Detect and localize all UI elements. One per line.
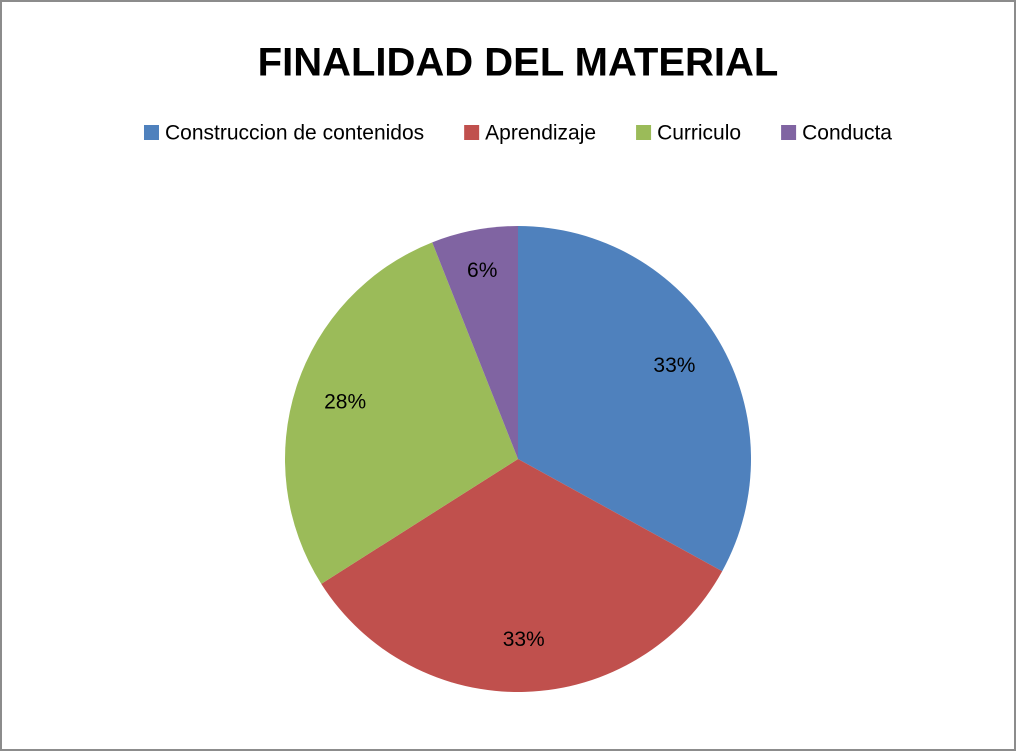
data-label: 28%	[324, 390, 366, 413]
legend-swatch	[464, 125, 480, 140]
legend-label: Aprendizaje	[485, 122, 596, 145]
pie-slice	[284, 242, 518, 584]
chart-title: FINALIDAD DEL MATERIAL	[258, 41, 779, 85]
legend-label: Conducta	[802, 122, 892, 145]
legend-label: Construccion de contenidos	[165, 122, 424, 145]
pie-slice	[321, 459, 723, 692]
legend-label: Curriculo	[657, 122, 741, 145]
legend-swatch	[781, 125, 797, 140]
data-label: 33%	[503, 628, 545, 651]
pie-slice	[518, 226, 751, 572]
data-label: 33%	[653, 354, 695, 377]
legend-swatch	[143, 125, 159, 140]
data-label: 6%	[467, 259, 497, 282]
pie-slice	[432, 226, 518, 459]
legend-swatch	[636, 125, 652, 140]
